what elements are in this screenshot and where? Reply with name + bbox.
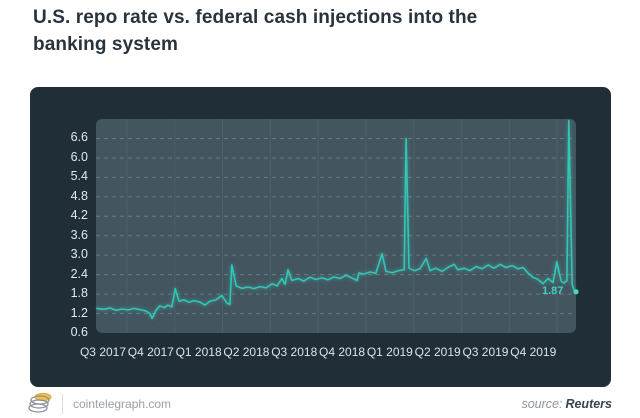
- repo-rate-series-line: [96, 119, 577, 320]
- x-axis-label: Q4 2019: [510, 345, 557, 359]
- x-axis-label: Q1 2018: [175, 345, 222, 359]
- y-axis-label: 4.2: [70, 208, 88, 223]
- y-axis-label: 5.4: [70, 169, 88, 184]
- last-value-label: 1.87: [542, 284, 564, 297]
- y-axis-label: 6.0: [70, 149, 88, 164]
- site-name: cointelegraph.com: [73, 397, 172, 411]
- x-axis-label: Q4 2017: [127, 345, 174, 359]
- y-axis-label: 4.8: [70, 188, 88, 203]
- x-axis-label: Q2 2019: [414, 345, 461, 359]
- footer-divider: [62, 394, 63, 414]
- repo-rate-line-chart: [96, 119, 579, 333]
- x-axis-label: Q2 2018: [223, 345, 270, 359]
- source-label: source:: [521, 397, 563, 411]
- y-axis-label: 3.0: [70, 247, 88, 262]
- y-axis-label: 3.6: [70, 227, 88, 242]
- chart-card: 1.87 0.6 1.2 1.8 2.4 3.0 3.6 4.2 4.8 5.4 6.0 6.6 Q3…: [30, 87, 611, 387]
- cointelegraph-logo-icon: [28, 390, 54, 418]
- y-axis-label: 1.8: [70, 286, 88, 301]
- plot-area: [96, 119, 579, 333]
- x-axis-label: Q3 2018: [271, 345, 318, 359]
- source-name: Reuters: [565, 397, 612, 411]
- page-title: U.S. repo rate vs. federal cash injectio…: [33, 7, 478, 55]
- x-axis-label: Q3 2019: [462, 345, 509, 359]
- x-axis-label: Q4 2018: [319, 345, 366, 359]
- x-axis-label: Q3 2017: [79, 345, 127, 359]
- last-value-dot: [573, 289, 579, 295]
- y-axis-label: 1.2: [70, 305, 88, 320]
- x-axis-label: Q1 2019: [366, 345, 413, 359]
- y-axis-label: 0.6: [70, 325, 88, 339]
- y-axis-label: 6.6: [70, 130, 88, 145]
- y-axis-label: 2.4: [70, 266, 88, 281]
- footer: cointelegraph.com source: Reuters: [28, 391, 612, 417]
- source-credit: source: Reuters: [521, 397, 612, 411]
